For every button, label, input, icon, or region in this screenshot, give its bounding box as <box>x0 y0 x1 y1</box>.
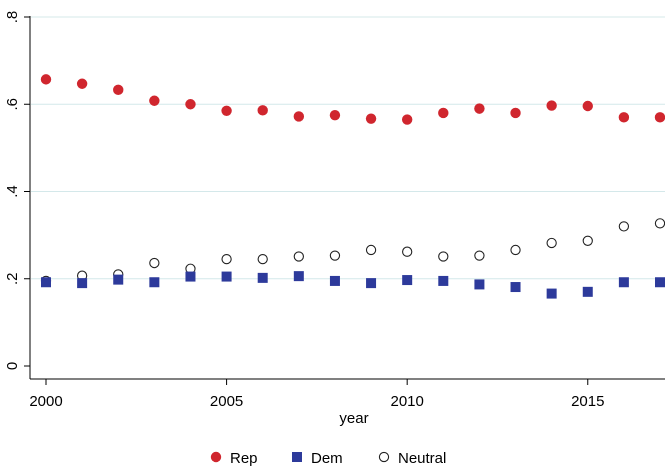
rep-point <box>40 74 52 85</box>
legend-neutral-label: Neutral <box>398 450 446 467</box>
y-tick-label: .4 <box>4 185 21 198</box>
rep-point <box>329 109 341 121</box>
neutral-point <box>293 251 304 262</box>
neutral-point <box>582 235 593 246</box>
x-tick-label: 2010 <box>390 393 423 410</box>
dem-point <box>221 271 232 282</box>
gridlines <box>31 16 665 280</box>
rep-point <box>113 84 124 96</box>
dem-point <box>510 282 521 293</box>
axes <box>29 16 665 380</box>
rep-point <box>365 113 377 124</box>
neutral-point <box>149 257 160 269</box>
dem-point <box>655 277 665 288</box>
dem-point <box>438 275 449 286</box>
y-tick-label: .6 <box>4 98 21 111</box>
dem-point <box>113 274 124 285</box>
dem-point <box>41 277 51 288</box>
rep-point <box>221 105 232 116</box>
rep-point <box>76 78 88 89</box>
neutral-point <box>221 253 232 265</box>
neutral-point <box>365 244 377 256</box>
dem-point <box>257 272 268 283</box>
dem-point <box>366 278 377 289</box>
rep-point <box>510 107 521 119</box>
y-tick-label: 0 <box>4 362 21 370</box>
rep-point <box>257 105 268 116</box>
dem-point <box>185 271 196 282</box>
y-ticks: 0 .2 .4 .6 .8 <box>4 11 30 370</box>
dem-point <box>402 275 413 286</box>
dem-point <box>329 275 340 286</box>
dem-point <box>149 277 160 288</box>
rep-point <box>185 99 196 110</box>
rep-point <box>401 114 413 125</box>
dem-point <box>474 279 485 290</box>
neutral-point <box>510 244 521 256</box>
neutral-point <box>257 253 268 265</box>
neutral-point <box>546 237 557 249</box>
dem-point <box>546 288 557 299</box>
dem-point <box>582 286 593 297</box>
rep-point <box>654 112 665 123</box>
rep-point <box>546 100 557 111</box>
legend-rep-marker <box>210 451 222 463</box>
y-tick-label: .8 <box>4 11 21 24</box>
dem-point <box>293 271 304 282</box>
neutral-point <box>402 246 413 257</box>
rep-point <box>618 112 630 123</box>
rep-point <box>438 107 449 119</box>
neutral-point <box>474 250 485 261</box>
legend: Rep Dem Neutral <box>210 450 446 467</box>
dem-point <box>618 277 629 288</box>
x-ticks: 2000 2005 2010 2015 <box>29 379 604 410</box>
rep-point <box>474 103 485 114</box>
x-tick-label: 2005 <box>210 393 243 410</box>
y-tick-label: .2 <box>4 272 21 285</box>
neutral-point <box>438 251 449 262</box>
legend-dem-marker <box>292 452 302 462</box>
rep-point <box>149 95 160 106</box>
rep-point <box>582 100 593 112</box>
legend-neutral-marker <box>378 451 390 463</box>
rep-point <box>293 111 305 122</box>
neutral-point <box>654 218 665 229</box>
x-axis-title: year <box>339 410 368 427</box>
neutral-point <box>329 250 341 261</box>
x-tick-label: 2015 <box>571 393 604 410</box>
x-tick-label: 2000 <box>29 393 62 410</box>
data-marks <box>40 74 665 299</box>
legend-dem-label: Dem <box>311 450 343 467</box>
legend-rep-label: Rep <box>230 450 258 467</box>
dem-point <box>77 278 88 289</box>
neutral-point <box>618 221 630 232</box>
